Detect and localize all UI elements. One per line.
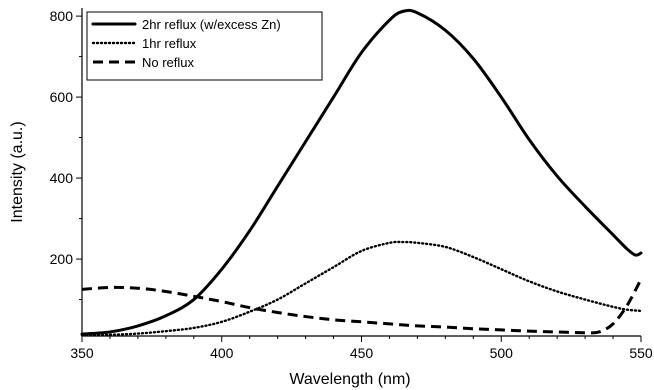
- x-ticks: 350 400 450 500 550: [70, 336, 653, 361]
- x-axis-label: Wavelength (nm): [289, 371, 410, 388]
- y-ticks: 200 400 600 800: [50, 8, 82, 299]
- legend-label: No reflux: [142, 55, 195, 70]
- legend-label: 2hr reflux (w/excess Zn): [142, 17, 281, 32]
- x-tick-label: 350: [70, 345, 94, 361]
- x-tick-label: 450: [350, 345, 374, 361]
- y-axis-label: Intensity (a.u.): [9, 121, 26, 222]
- series-line-dashed: [82, 279, 641, 333]
- y-tick-label: 600: [50, 89, 74, 105]
- legend: 2hr reflux (w/excess Zn) 1hr reflux No ref…: [87, 12, 322, 80]
- y-tick-label: 200: [50, 251, 74, 267]
- x-tick-label: 550: [629, 345, 653, 361]
- legend-label: 1hr reflux: [142, 36, 197, 51]
- y-tick-label: 800: [50, 8, 74, 24]
- x-tick-label: 400: [210, 345, 234, 361]
- y-tick-label: 400: [50, 170, 74, 186]
- x-tick-label: 500: [490, 345, 514, 361]
- series-line-dotted: [82, 242, 641, 335]
